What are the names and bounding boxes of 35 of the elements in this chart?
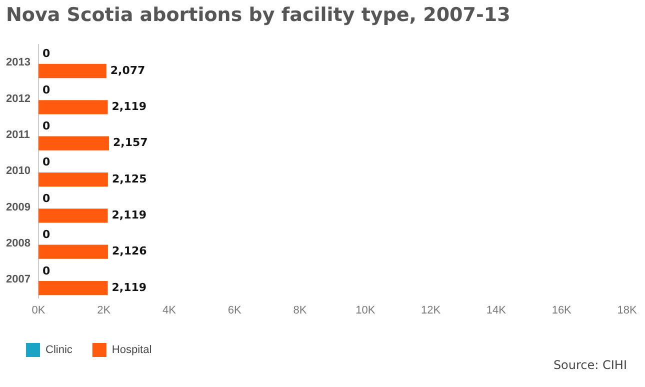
- data-label: 2,077: [110, 64, 146, 77]
- legend-label: Hospital: [112, 344, 152, 356]
- x-tick-label: 14K: [486, 304, 507, 316]
- y-tick-label: 2008: [6, 238, 30, 250]
- y-tick-label: 2009: [6, 201, 30, 214]
- x-tick-label: 0K: [32, 304, 46, 316]
- y-tick-label: 2012: [6, 92, 30, 105]
- data-label: 2,125: [112, 172, 147, 186]
- y-tick-label: 2011: [6, 129, 30, 142]
- y-tick-label: 2007: [6, 274, 30, 286]
- y-tick-label: 2013: [6, 56, 30, 69]
- x-tick-label: 16K: [552, 304, 572, 316]
- x-tick-label: 8K: [293, 304, 308, 316]
- data-label: 0: [42, 192, 50, 205]
- data-label: 2,126: [112, 244, 148, 258]
- source-note: Source: CIHI: [553, 358, 627, 372]
- x-tick-label: 4K: [162, 304, 177, 316]
- data-label: 2,119: [112, 208, 147, 222]
- data-label: 2,119: [112, 100, 147, 114]
- data-label: 2,157: [112, 136, 148, 150]
- data-label: 0: [42, 156, 50, 169]
- x-tick-label: 10K: [356, 304, 376, 316]
- data-label: 0: [42, 264, 50, 278]
- data-label: 2,119: [112, 280, 147, 294]
- x-tick-label: 12K: [421, 304, 442, 316]
- data-label: 0: [42, 228, 50, 242]
- y-tick-label: 2010: [6, 165, 30, 178]
- chart-title: Nova Scotia abortions by facility type, 2007-13: [6, 4, 510, 26]
- data-label: 0: [42, 83, 50, 96]
- x-tick-label: 2K: [97, 304, 112, 316]
- data-label: 0: [42, 47, 50, 60]
- x-tick-label: 6K: [228, 304, 242, 316]
- legend-label: Clinic: [46, 344, 73, 356]
- x-tick-label: 18K: [617, 304, 638, 316]
- data-label: 0: [42, 120, 50, 133]
